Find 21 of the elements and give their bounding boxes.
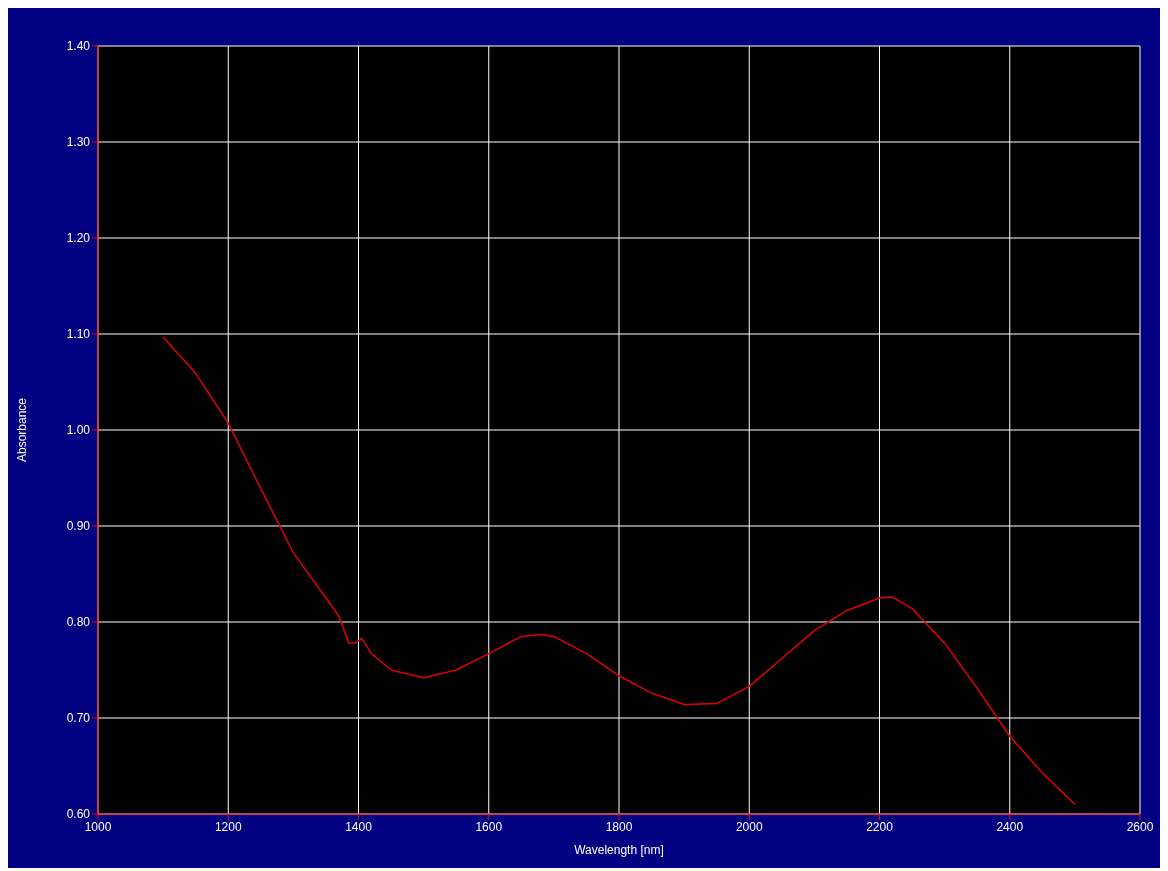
- y-tick-label: 0.70: [66, 711, 91, 726]
- x-axis-title: Wavelength [nm]: [574, 843, 664, 857]
- x-tick-label: 1000: [84, 819, 112, 834]
- line-series: [162, 336, 1076, 806]
- y-tick-label: 1.00: [66, 423, 91, 438]
- x-tick-label: 2600: [1126, 819, 1154, 834]
- x-tick-label: 1600: [475, 819, 503, 834]
- y-tick-label: 0.60: [66, 807, 91, 822]
- y-tick-label: 0.80: [66, 615, 91, 630]
- x-tick-label: 2000: [735, 819, 763, 834]
- x-tick-label: 1400: [345, 819, 373, 834]
- y-tick-label: 1.30: [66, 135, 91, 150]
- x-tick-label: 1800: [605, 819, 633, 834]
- y-tick-label: 1.40: [66, 39, 91, 54]
- x-tick-label: 2200: [866, 819, 894, 834]
- y-tick-label: 1.10: [66, 327, 91, 342]
- y-tick-label: 1.20: [66, 231, 91, 246]
- x-tick-label: 2400: [996, 819, 1024, 834]
- y-tick-label: 0.90: [66, 519, 91, 534]
- y-axis-title: Absorbance: [15, 397, 30, 463]
- x-tick-label: 1200: [214, 819, 242, 834]
